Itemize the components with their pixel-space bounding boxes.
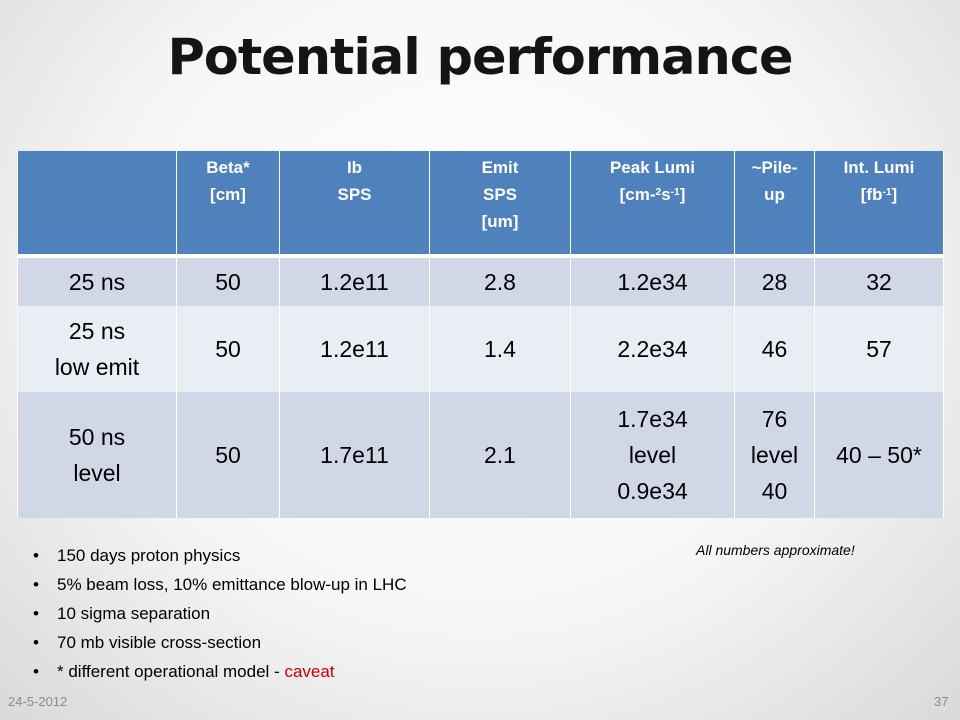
cell-line: 2.8 (484, 269, 516, 295)
table-cell: 1.4 (429, 306, 571, 392)
table-cell: 46 (734, 306, 815, 392)
page-number: 37 (934, 694, 949, 709)
table-cell: 1.7e11 (279, 392, 430, 518)
unit-text: ] (679, 185, 686, 204)
footer-date: 24-5-2012 (8, 694, 68, 709)
cell-line: 1.2e11 (320, 269, 389, 295)
cell-line: 25 ns (68, 318, 126, 344)
table-cell: 76 level 40 (734, 392, 815, 518)
table-cell: 1.2e34 (570, 256, 735, 306)
table-header-row: Beta* [cm] Ib SPS Emit SPS [um] Peak Lum… (17, 151, 944, 258)
table-cell: 50 (176, 392, 280, 518)
header-corner (17, 151, 177, 258)
header-int-lumi: Int. Lumi [fb-1] (814, 151, 944, 258)
note-text: 5% beam loss, 10% emittance blow-up in L… (57, 575, 407, 594)
cell-line: 2.2e34 (617, 336, 688, 362)
cell-line: 2.1 (484, 442, 516, 468)
table-row: 25 ns low emit 50 1.2e11 1.4 2.2e34 46 57 (17, 306, 944, 392)
unit-superscript: 2 (655, 187, 662, 199)
notes-list: 150 days proton physics 5% beam loss, 10… (33, 541, 407, 686)
table-cell: 50 (176, 306, 280, 392)
table-cell: 50 (176, 256, 280, 306)
cell-line: 1.2e34 (617, 269, 688, 295)
table-row: 25 ns 50 1.2e11 2.8 1.2e34 28 32 (17, 256, 944, 306)
header-line: Ib (346, 158, 363, 177)
list-item: 5% beam loss, 10% emittance blow-up in L… (33, 570, 407, 599)
note-text: 70 mb visible cross-section (57, 633, 262, 652)
cell-line: 46 (761, 336, 788, 362)
note-text: * different operational model - (57, 662, 285, 681)
list-item: 70 mb visible cross-section (33, 628, 407, 657)
header-line: ~Pile- (751, 158, 798, 177)
cell-line: 76 (761, 406, 788, 432)
header-unit-line: [cm-2s-1] (575, 181, 730, 208)
header-unit-line: [fb-1] (819, 181, 939, 208)
header-line: Int. Lumi (843, 158, 915, 177)
table-cell: 1.2e11 (279, 306, 430, 392)
cell-line: 40 (761, 478, 788, 504)
cell-line: 50 (215, 442, 241, 468)
table-cell: 2.2e34 (570, 306, 735, 392)
header-peak-lumi: Peak Lumi [cm-2s-1] (570, 151, 735, 258)
cell-line: 50 ns (68, 424, 126, 450)
header-line: up (764, 185, 785, 204)
row-label-cell: 25 ns (17, 256, 177, 306)
cell-line: 40 – 50* (836, 442, 922, 468)
performance-table: Beta* [cm] Ib SPS Emit SPS [um] Peak Lum… (17, 151, 944, 518)
cell-line: 28 (761, 269, 788, 295)
cell-line: 57 (866, 336, 892, 362)
table-cell: 2.8 (429, 256, 571, 306)
cell-line: 1.7e34 (617, 406, 688, 432)
table-cell: 32 (814, 256, 944, 306)
cell-line: 1.7e11 (320, 442, 389, 468)
header-ib-sps: Ib SPS (279, 151, 430, 258)
table-cell: 28 (734, 256, 815, 306)
unit-text: s (661, 185, 671, 204)
list-item: * different operational model - caveat (33, 657, 407, 686)
cell-line: low emit (54, 354, 140, 380)
note-text: 150 days proton physics (57, 546, 241, 565)
caveat-text: caveat (284, 662, 335, 681)
unit-text: [cm- (619, 185, 656, 204)
header-beta-star: Beta* [cm] (176, 151, 280, 258)
table-cell: 57 (814, 306, 944, 392)
page-title: Potential performance (167, 28, 793, 86)
header-line: Peak Lumi (609, 158, 696, 177)
header-emit-sps: Emit SPS [um] (429, 151, 571, 258)
cell-line: 50 (215, 269, 241, 295)
table-cell: 2.1 (429, 392, 571, 518)
cell-line: 32 (866, 269, 892, 295)
list-item: 150 days proton physics (33, 541, 407, 570)
table-cell: 40 – 50* (814, 392, 944, 518)
cell-line: level (628, 442, 677, 468)
cell-line: level (73, 460, 121, 486)
header-line: SPS (337, 185, 372, 204)
approximate-note: All numbers approximate! (696, 542, 855, 558)
list-item: 10 sigma separation (33, 599, 407, 628)
header-pileup: ~Pile- up (734, 151, 815, 258)
row-label-cell: 50 ns level (17, 392, 177, 518)
cell-line: 0.9e34 (617, 478, 688, 504)
cell-line: 1.4 (484, 336, 516, 362)
cell-line: 50 (215, 336, 241, 362)
header-line: SPS (482, 185, 518, 204)
header-line: Emit (481, 158, 519, 177)
cell-line: level (750, 442, 799, 468)
header-line: [um] (481, 212, 519, 231)
cell-line: 25 ns (68, 269, 126, 295)
header-line: Beta* (206, 158, 250, 177)
table-row: 50 ns level 50 1.7e11 2.1 1.7e34 level 0.9e34 76… (17, 392, 944, 518)
table-cell: 1.2e11 (279, 256, 430, 306)
row-label-cell: 25 ns low emit (17, 306, 177, 392)
note-text: 10 sigma separation (57, 604, 211, 623)
unit-text: ] (891, 185, 898, 204)
table-cell: 1.7e34 level 0.9e34 (570, 392, 735, 518)
cell-line: 1.2e11 (320, 336, 389, 362)
header-line: [cm] (210, 185, 246, 204)
unit-superscript: -1 (882, 187, 892, 199)
unit-text: [fb (860, 185, 883, 204)
unit-superscript: -1 (670, 187, 680, 199)
